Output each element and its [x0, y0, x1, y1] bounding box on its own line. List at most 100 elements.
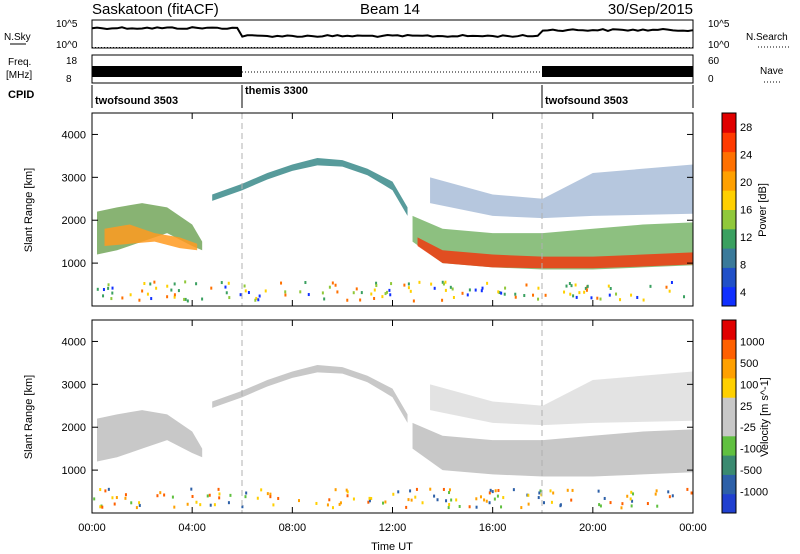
cpid-segment-3: twofsound 3503 — [545, 95, 628, 107]
velocity-panel: 1000 2000 3000 4000 Slant Range [km] — [23, 319, 694, 514]
velocity-speckle — [163, 493, 166, 497]
power-speckle — [166, 284, 169, 288]
velocity-speckle — [654, 492, 657, 496]
freq-left-tick-bottom: 8 — [66, 74, 72, 85]
colorbar-swatch — [722, 377, 736, 398]
velocity-speckle — [491, 490, 494, 494]
power-speckle — [537, 286, 540, 290]
power-speckle — [585, 288, 588, 292]
power-speckle — [111, 286, 114, 290]
velocity-speckle — [209, 503, 212, 507]
power-speckle — [150, 297, 153, 301]
power-speckle — [110, 297, 113, 301]
power-speckle — [346, 298, 349, 302]
velocity-colorbar: 1000 500 100 25 -25 -100 -500 -1000 — [721, 319, 768, 514]
velocity-speckle — [171, 495, 174, 499]
velocity-speckle — [447, 506, 450, 510]
power-speckle — [599, 297, 602, 301]
velocity-speckle — [245, 491, 248, 495]
power-speckle — [390, 282, 393, 286]
velocity-speckle — [433, 494, 436, 498]
velocity-speckle — [626, 494, 629, 498]
power-speckle — [452, 295, 455, 299]
velocity-speckle — [346, 494, 349, 498]
velocity-speckle — [632, 492, 635, 496]
power-speckle — [264, 289, 267, 293]
velocity-speckle — [620, 506, 623, 510]
velocity-speckle — [326, 503, 329, 507]
power-speckle — [111, 291, 114, 295]
velocity-speckle — [497, 488, 500, 492]
power-speckle — [107, 283, 110, 287]
power-speckle — [102, 288, 105, 292]
velocity-speckle — [124, 493, 127, 497]
cpid-segment-2: themis 3300 — [245, 85, 308, 97]
power-speckle — [284, 290, 287, 294]
x-tick-label: 08:00 — [279, 522, 307, 534]
y-tick-label: 1000 — [62, 258, 86, 270]
colorbar-swatch — [722, 493, 736, 514]
velocity-arc — [212, 365, 408, 423]
x-axis-label: Time UT — [371, 541, 413, 553]
velocity-speckle — [93, 497, 96, 501]
velocity-speckle — [566, 488, 569, 492]
colorbar-swatch — [722, 248, 736, 268]
power-speckle — [418, 280, 421, 284]
power-speckle — [514, 292, 517, 296]
velocity-speckle — [206, 494, 209, 498]
colorbar-swatch — [722, 358, 736, 379]
power-speckle — [146, 292, 149, 296]
velocity-speckle — [629, 497, 632, 501]
colorbar-swatch — [722, 416, 736, 437]
power-speckle — [596, 296, 599, 300]
velocity-speckle — [346, 490, 349, 494]
velocity-speckle — [191, 494, 194, 498]
velocity-speckle — [229, 493, 232, 497]
date-title: 30/Sep/2015 — [608, 1, 693, 18]
power-speckle — [284, 293, 287, 297]
colorbar-swatch — [722, 435, 736, 456]
power-speckle — [525, 283, 528, 287]
velocity-speckle — [493, 497, 496, 501]
velocity-speckle — [382, 501, 385, 505]
velocity-speckle — [512, 488, 515, 492]
noise-right-tick-top: 10^5 — [708, 19, 730, 30]
power-speckle — [321, 291, 324, 295]
power-speckle — [409, 289, 412, 293]
power-speckle — [642, 298, 645, 302]
colorbar-swatch — [722, 267, 736, 288]
power-speckle — [584, 286, 587, 290]
power-speckle — [195, 282, 198, 286]
power-speckle — [254, 298, 257, 302]
power-speckle — [184, 280, 187, 284]
noise-sky-line — [91, 26, 694, 38]
freq-label-1: Freq. — [8, 57, 31, 68]
freq-block-right — [542, 66, 693, 77]
colorbar-tick-label: 16 — [740, 205, 752, 217]
velocity-speckle — [646, 502, 649, 506]
velocity-speckle — [571, 488, 574, 492]
power-speckle — [121, 296, 124, 300]
colorbar-swatch — [722, 397, 736, 417]
colorbar-frame — [721, 112, 737, 307]
power-speckle — [155, 286, 158, 290]
freq-left-tick-top: 18 — [66, 56, 78, 67]
velocity-speckle — [269, 495, 272, 499]
colorbar-frame — [721, 319, 737, 514]
x-tick-label: 00:00 — [679, 522, 707, 534]
velocity-speckle — [448, 491, 451, 495]
power-speckle — [173, 295, 176, 299]
power-ylabel: Slant Range [km] — [23, 168, 35, 252]
velocity-speckle — [429, 487, 432, 491]
velocity-speckle — [686, 487, 689, 491]
colorbar-tick-label: 25 — [740, 401, 752, 413]
power-speckle — [184, 297, 187, 301]
velocity-speckle — [630, 490, 633, 494]
velocity-speckle — [115, 496, 118, 500]
velocity-speckle — [384, 500, 387, 504]
power-speckle — [570, 284, 573, 288]
velocity-speckle — [603, 496, 606, 500]
power-speckle — [153, 280, 156, 284]
velocity-speckle — [315, 501, 318, 505]
